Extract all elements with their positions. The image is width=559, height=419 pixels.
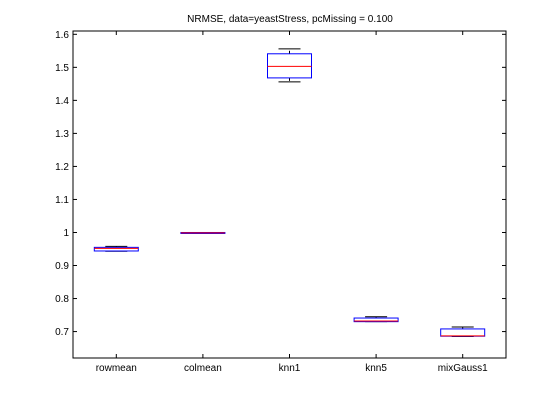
- box-iqr: [93, 246, 139, 252]
- box-rowmean: [93, 245, 139, 252]
- y-tick-label: 1: [63, 228, 69, 239]
- y-tick-label: 0.7: [55, 327, 69, 338]
- box-iqr: [353, 317, 399, 323]
- y-tick-label: 1.6: [55, 30, 69, 41]
- y-tick-label: 1.2: [55, 162, 69, 173]
- x-tick-label-knn5: knn5: [365, 363, 387, 374]
- x-tick-label-rowmean: rowmean: [96, 363, 137, 374]
- y-tick-label: 0.8: [55, 294, 69, 305]
- chart-title: NRMSE, data=yeastStress, pcMissing = 0.1…: [187, 14, 393, 25]
- box-mixGauss1: [440, 326, 486, 338]
- y-tick-label: 0.9: [55, 261, 69, 272]
- x-axis: rowmean colmean knn1 knn5 mixGauss1: [96, 31, 488, 374]
- x-tick-label-mixGauss1: mixGauss1: [438, 363, 488, 374]
- plot-area: [72, 30, 507, 359]
- x-tick-label-colmean: colmean: [184, 363, 222, 374]
- boxplot-series: [93, 48, 486, 338]
- box-knn1: [267, 48, 312, 83]
- y-tick-label: 1.5: [55, 63, 69, 74]
- box-colmean: [180, 231, 226, 234]
- y-tick-label: 1.4: [55, 96, 69, 107]
- x-tick-label-knn1: knn1: [279, 363, 301, 374]
- y-tick-label: 1.1: [55, 195, 69, 206]
- box-knn5: [353, 316, 399, 323]
- y-axis: 0.7 0.8 0.9 1 1.1 1.2 1.3 1.4 1.5 1.6: [55, 30, 506, 338]
- y-tick-label: 1.3: [55, 129, 69, 140]
